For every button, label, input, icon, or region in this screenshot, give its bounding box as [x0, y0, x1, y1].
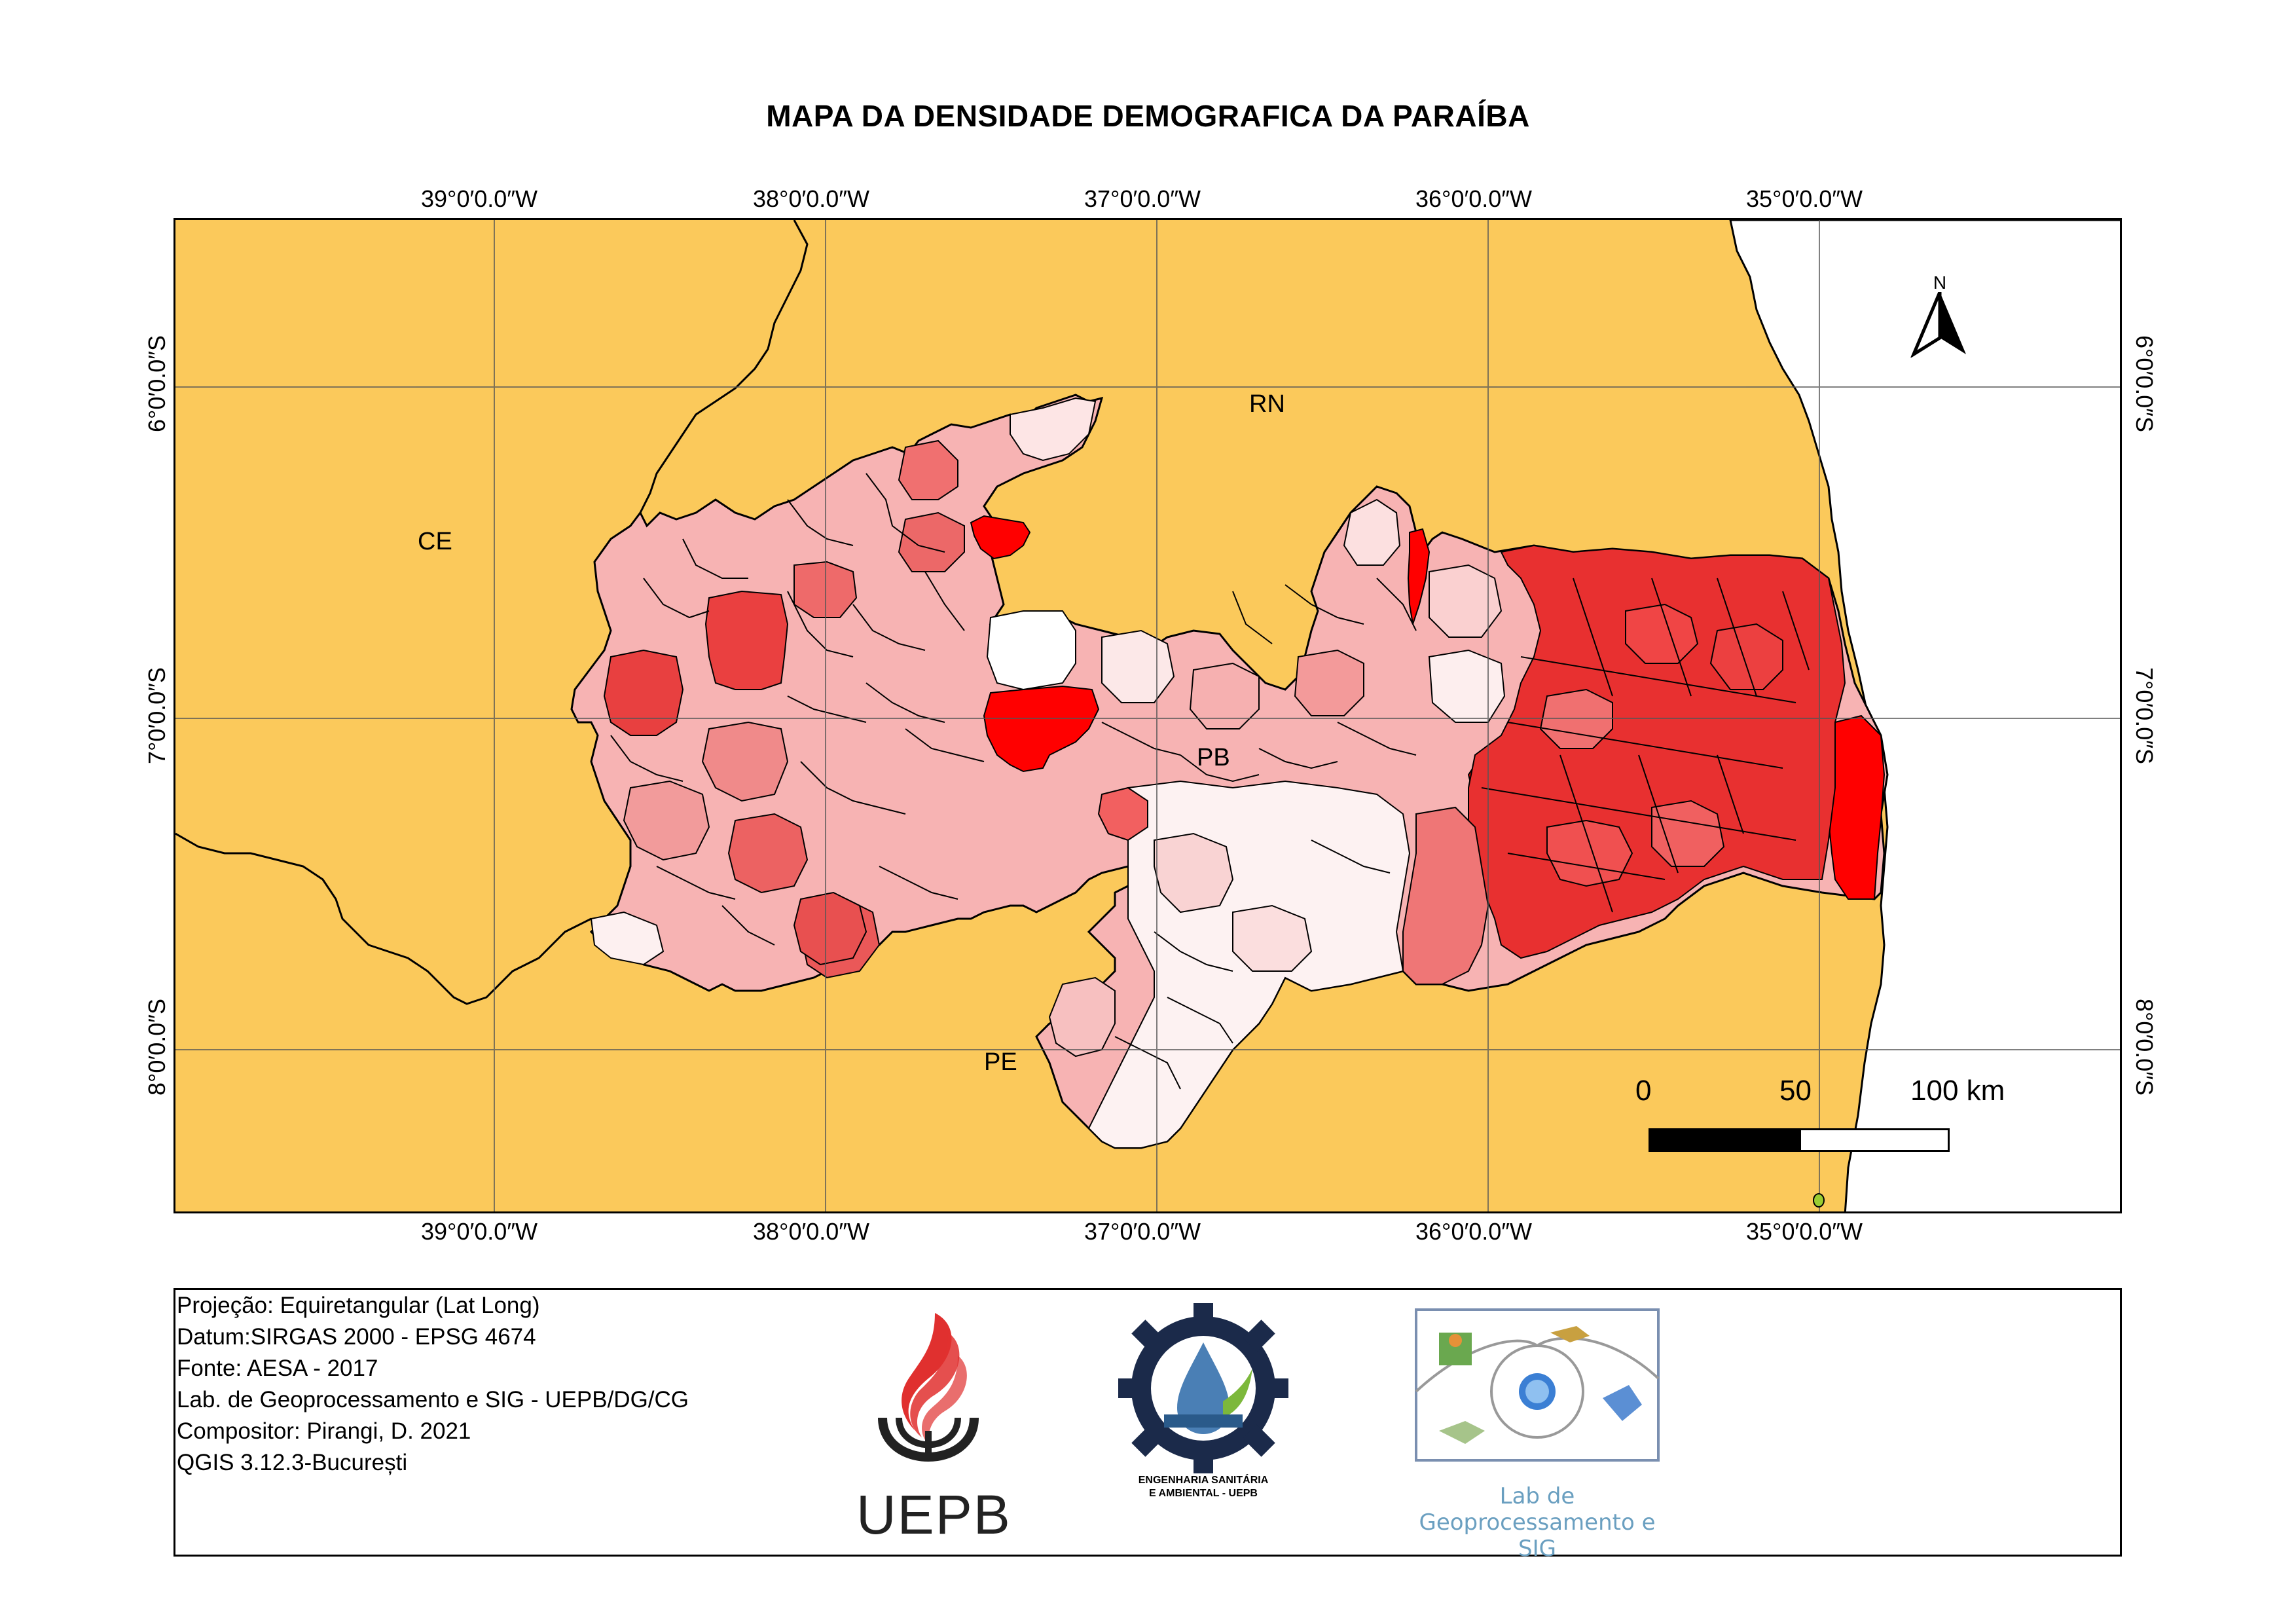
lat-label-right-8: 8°0′0.0″S: [2131, 999, 2158, 1096]
scale-label-0: 0: [1635, 1075, 1652, 1107]
lon-label-bottom-39: 39°0′0.0″W: [421, 1218, 538, 1245]
municipality-jacana[interactable]: [1407, 528, 1430, 625]
region-brejo[interactable]: [1402, 806, 1489, 985]
lab-logo-graphic: [1415, 1308, 1660, 1462]
island-marker: [1813, 1193, 1825, 1208]
map-title: MAPA DA DENSIDADE DEMOGRAFICA DA PARAÍBA: [766, 99, 1530, 133]
lab-logo-text: Lab de Geoprocessamento e SIG: [1419, 1483, 1656, 1562]
legend-text: Projeção: Equiretangular (Lat Long) Datu…: [175, 1290, 689, 1479]
lon-label-top-38: 38°0′0.0″W: [753, 185, 869, 212]
north-arrow: N: [1910, 272, 1969, 358]
municipality-southwest-white[interactable]: [590, 911, 665, 966]
lon-label-top-37: 37°0′0.0″W: [1084, 185, 1201, 212]
label-ce: CE: [418, 528, 452, 555]
legend-projection: Projeção: Equiretangular (Lat Long): [177, 1293, 540, 1318]
municipality-north-west-far[interactable]: [898, 511, 965, 572]
municipality-east-3[interactable]: [1625, 603, 1699, 664]
municipality-west-a[interactable]: [701, 721, 789, 802]
lon-label-top-36: 36°0′0.0″W: [1415, 185, 1532, 212]
municipality-santa-luzia[interactable]: [1097, 786, 1148, 841]
lat-label-left-8: 8°0′0.0″S: [143, 999, 170, 1096]
engenharia-text-2: E AMBIENTAL - UEPB: [1149, 1488, 1258, 1499]
scale-segment-black: [1649, 1128, 1799, 1152]
lat-label-right-7: 7°0′0.0″S: [2131, 667, 2158, 764]
municipality-sousa[interactable]: [704, 590, 789, 690]
municipality-central-3[interactable]: [1294, 649, 1364, 716]
scale-bar: 0 50 100 km: [1635, 1075, 2005, 1160]
scale-label-50: 50: [1779, 1075, 1812, 1107]
municipality-patos[interactable]: [983, 685, 1100, 773]
lat-label-left-7: 7°0′0.0″S: [143, 667, 170, 764]
uepb-flame-icon: [878, 1313, 979, 1462]
municipality-east-4[interactable]: [1709, 623, 1783, 690]
state-boundaries: [175, 220, 809, 1005]
lon-label-top-39: 39°0′0.0″W: [421, 185, 538, 212]
municipality-northwest-2[interactable]: [1010, 397, 1097, 462]
label-pb: PB: [1197, 744, 1230, 771]
municipality-west-c[interactable]: [727, 813, 809, 894]
municipality-cariri-2[interactable]: [1048, 976, 1116, 1058]
north-arrow-label: N: [1933, 272, 1947, 293]
lat-label-left-6: 6°0′0.0″S: [143, 335, 170, 432]
municipality-northwest-3[interactable]: [986, 610, 1076, 691]
uepb-logo-text: UEPB: [856, 1484, 1011, 1545]
lon-label-bottom-37: 37°0′0.0″W: [1084, 1218, 1201, 1245]
scale-segment-white: [1799, 1128, 1950, 1152]
lat-label-right-6: 6°0′0.0″S: [2131, 335, 2158, 432]
municipality-catole[interactable]: [970, 515, 1031, 560]
uepb-logo: UEPB: [856, 1306, 1011, 1549]
map-canvas[interactable]: [175, 220, 2122, 1213]
engenharia-text-1: ENGENHARIA SANITÁRIA: [1138, 1475, 1269, 1486]
municipality-central-1[interactable]: [1101, 629, 1175, 703]
label-pe: PE: [984, 1048, 1017, 1076]
legend-composer: Compositor: Pirangi, D. 2021: [177, 1418, 471, 1444]
scale-label-100: 100 km: [1910, 1075, 2005, 1107]
north-arrow-icon: [1910, 292, 1966, 358]
lab-logo: Lab de Geoprocessamento e SIG: [1413, 1306, 1662, 1562]
legend-source: Fonte: AESA - 2017: [177, 1356, 378, 1381]
municipality-cajazeiras[interactable]: [603, 649, 684, 736]
lon-label-bottom-36: 36°0′0.0″W: [1415, 1218, 1532, 1245]
legend-box: Projeção: Equiretangular (Lat Long) Datu…: [173, 1288, 2122, 1562]
municipality-east-1[interactable]: [1546, 819, 1633, 887]
municipality-central-5[interactable]: [1429, 564, 1503, 638]
legend-lab: Lab. de Geoprocessamento e SIG - UEPB/DG…: [177, 1387, 689, 1412]
map-frame[interactable]: CE RN PB PE N 0 50 100 km: [173, 218, 2122, 1213]
lon-label-bottom-35: 35°0′0.0″W: [1746, 1218, 1863, 1245]
municipality-northwest-1[interactable]: [898, 439, 958, 500]
lon-label-bottom-38: 38°0′0.0″W: [753, 1218, 869, 1245]
municipality-cariri-3[interactable]: [1232, 904, 1313, 972]
municipality-central-6[interactable]: [1428, 649, 1506, 723]
graticule: [175, 220, 2120, 1211]
municipality-west-b[interactable]: [623, 780, 710, 861]
engenharia-logo: ENGENHARIA SANITÁRIA E AMBIENTAL - UEPB: [1118, 1303, 1288, 1519]
municipality-central-4[interactable]: [1343, 498, 1401, 566]
gear-icon: [1118, 1303, 1288, 1473]
municipality-princesa[interactable]: [793, 891, 867, 966]
label-rn: RN: [1249, 390, 1285, 418]
legend-datum: Datum:SIRGAS 2000 - EPSG 4674: [177, 1324, 536, 1350]
legend-software: QGIS 3.12.3-București: [177, 1450, 408, 1475]
municipality-joao-pessoa[interactable]: [1827, 714, 1886, 900]
lon-label-top-35: 35°0′0.0″W: [1746, 185, 1863, 212]
municipality-boundaries: [610, 473, 1810, 1090]
